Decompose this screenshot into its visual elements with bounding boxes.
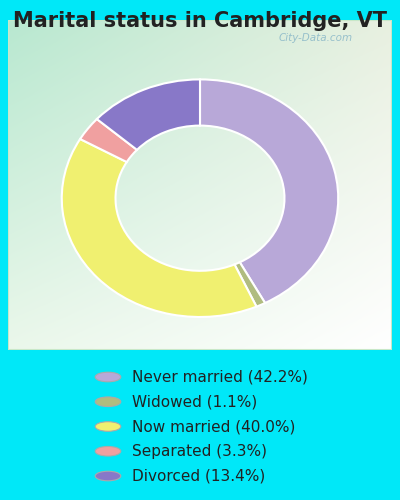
Circle shape — [95, 397, 121, 406]
Circle shape — [95, 446, 121, 456]
Text: Widowed (1.1%): Widowed (1.1%) — [132, 394, 257, 409]
Text: Never married (42.2%): Never married (42.2%) — [132, 370, 308, 384]
Wedge shape — [80, 119, 137, 162]
Circle shape — [95, 422, 121, 432]
Wedge shape — [62, 139, 256, 317]
Text: Divorced (13.4%): Divorced (13.4%) — [132, 468, 265, 483]
Text: Now married (40.0%): Now married (40.0%) — [132, 419, 295, 434]
Wedge shape — [234, 262, 265, 306]
Circle shape — [95, 471, 121, 481]
Wedge shape — [200, 80, 338, 303]
Circle shape — [95, 372, 121, 382]
Wedge shape — [97, 80, 200, 150]
Text: Marital status in Cambridge, VT: Marital status in Cambridge, VT — [13, 11, 387, 31]
Text: City-Data.com: City-Data.com — [278, 33, 352, 43]
Text: Separated (3.3%): Separated (3.3%) — [132, 444, 267, 459]
